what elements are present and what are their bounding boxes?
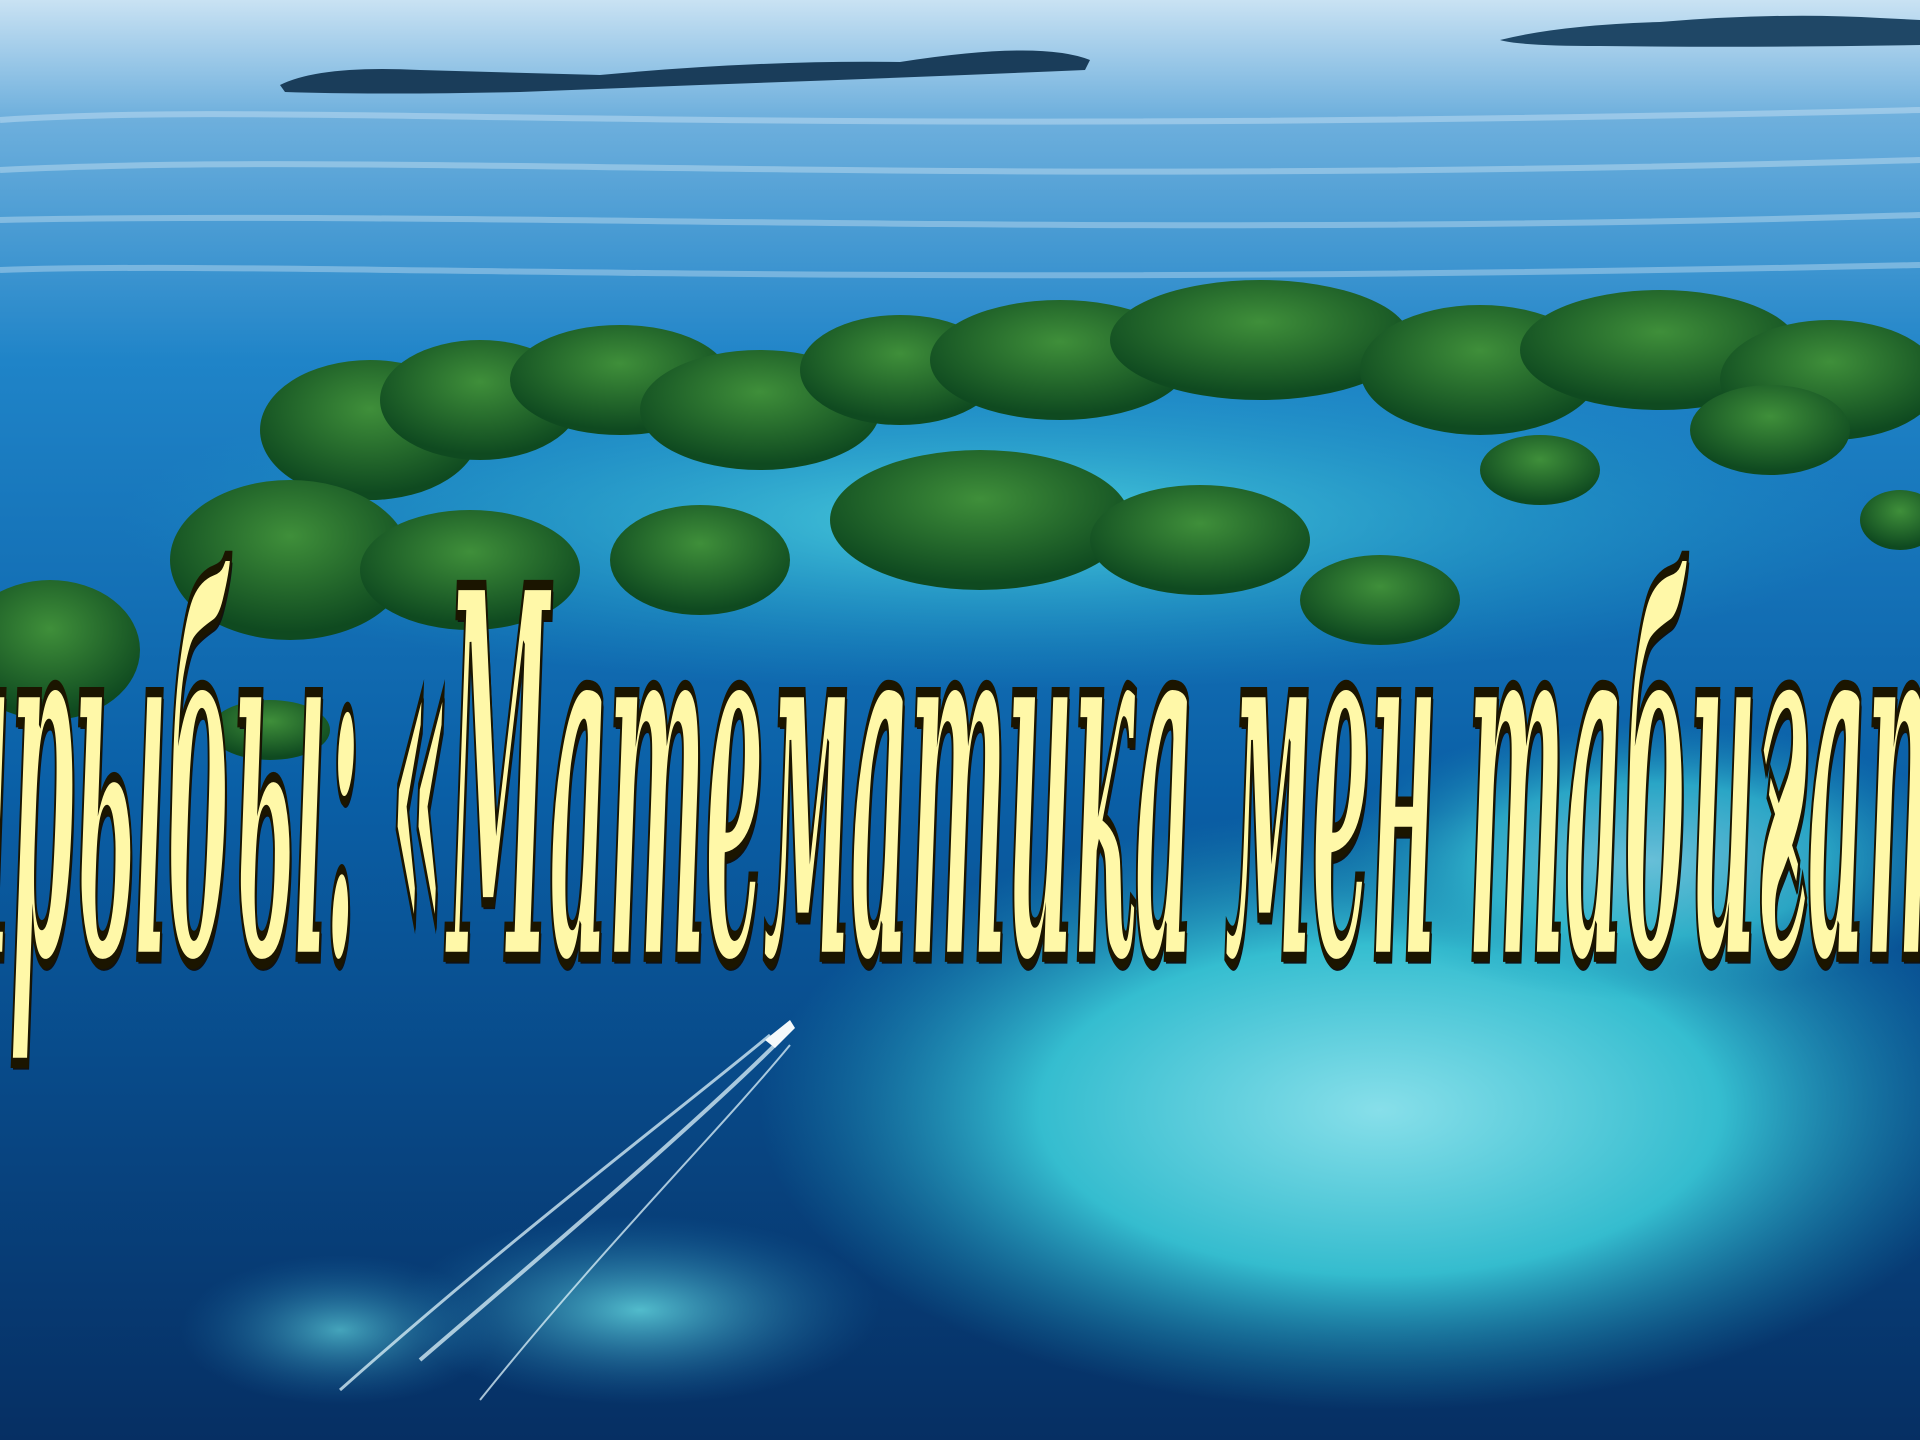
distant-island-right: [1500, 15, 1920, 47]
rock-islands: [0, 280, 1920, 760]
title-container: Жоба тақырыбы: «Математика мен табиғат ү…: [0, 380, 1920, 1180]
boat: [765, 1020, 795, 1048]
boat-wake: [339, 1033, 791, 1401]
water-streaks: [0, 107, 1920, 279]
distant-island-left: [280, 50, 1090, 94]
slide-title: Жоба тақырыбы: «Математика мен табиғат ү…: [0, 480, 1920, 1080]
